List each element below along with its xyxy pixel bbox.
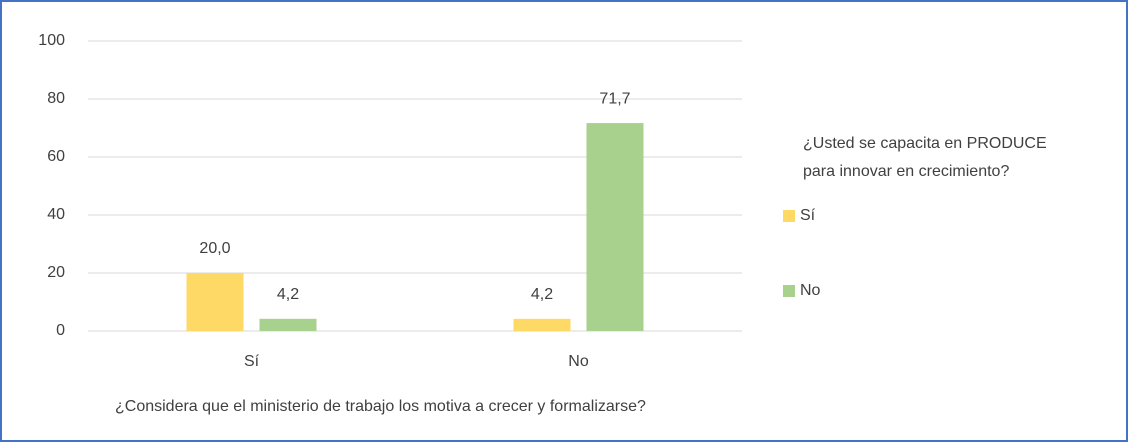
x-tick-label: Sí bbox=[244, 353, 260, 370]
data-label: 71,7 bbox=[599, 90, 630, 107]
y-tick-label: 80 bbox=[47, 90, 65, 107]
y-tick-label: 40 bbox=[47, 206, 65, 223]
legend-title: para innovar en crecimiento? bbox=[803, 163, 1009, 180]
y-tick-label: 100 bbox=[38, 32, 65, 49]
legend-label: No bbox=[800, 282, 821, 299]
y-tick-label: 60 bbox=[47, 148, 65, 165]
data-label: 4,2 bbox=[531, 286, 553, 303]
bar bbox=[586, 123, 644, 331]
x-axis-title: ¿Considera que el ministerio de trabajo … bbox=[115, 398, 646, 415]
legend-label: Sí bbox=[800, 207, 816, 224]
bar bbox=[259, 318, 317, 331]
y-tick-label: 20 bbox=[47, 264, 65, 281]
data-label: 20,0 bbox=[199, 240, 230, 257]
legend-title: ¿Usted se capacita en PRODUCE bbox=[803, 135, 1047, 152]
legend-swatch bbox=[783, 285, 795, 297]
bar bbox=[186, 273, 244, 331]
legend-swatch bbox=[783, 210, 795, 222]
data-label: 4,2 bbox=[277, 286, 299, 303]
x-tick-label: No bbox=[568, 353, 589, 370]
y-tick-label: 0 bbox=[56, 322, 65, 339]
bar bbox=[513, 318, 571, 331]
